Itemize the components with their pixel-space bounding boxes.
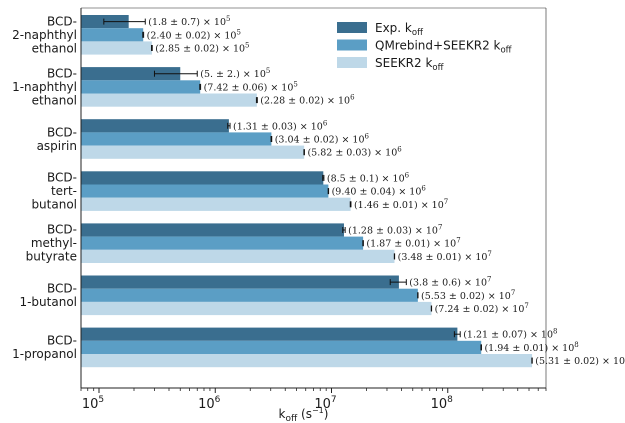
category-label-6-line-1: BCD-: [47, 282, 77, 296]
category-label-4-line-3: butanol: [31, 198, 77, 212]
bar-1-3: [81, 119, 229, 133]
value-label-1-7: (1.21 ± 0.07) × 108: [463, 328, 557, 341]
value-label-2-2: (7.42 ± 0.06) × 105: [204, 80, 298, 93]
category-label-1-line-2: 2-naphthyl: [12, 28, 77, 42]
category-label-5-line-3: butyrate: [26, 250, 77, 264]
value-label-3-6: (7.24 ± 0.02) × 107: [435, 302, 529, 315]
bar-2-7: [81, 340, 482, 354]
legend-label-1: Exp. koff: [375, 21, 424, 38]
value-label-3-1: (2.85 ± 0.02) × 105: [155, 42, 249, 55]
category-label-3-line-2: aspirin: [37, 139, 77, 153]
value-label-2-3: (3.04 ± 0.02) × 106: [275, 133, 370, 146]
category-label-1-line-3: ethanol: [32, 41, 77, 55]
category-label-6-line-2: 1-butanol: [19, 295, 77, 309]
bar-2-5: [81, 236, 364, 250]
bar-1-2: [81, 67, 181, 81]
x-tick-label-1: 105: [82, 395, 104, 412]
value-label-1-2: (5. ± 2.) × 105: [200, 67, 270, 80]
bar-3-4: [81, 197, 351, 211]
category-label-5-line-2: methyl-: [31, 236, 77, 250]
value-label-2-6: (5.53 ± 0.02) × 107: [421, 289, 515, 302]
value-label-3-7: (5.31 ± 0.02) × 108: [535, 354, 625, 367]
bar-3-2: [81, 93, 257, 107]
value-label-1-3: (1.31 ± 0.03) × 106: [233, 119, 328, 132]
category-label-4-line-1: BCD-: [47, 171, 77, 185]
value-label-3-4: (1.46 ± 0.01) × 107: [354, 198, 448, 211]
value-label-1-5: (1.28 ± 0.03) × 107: [348, 224, 442, 237]
value-label-2-7: (1.94 ± 0.01) × 108: [484, 341, 578, 354]
x-tick-label-3: 107: [314, 395, 336, 412]
category-label-2-line-3: ethanol: [32, 93, 77, 107]
bar-3-1: [81, 41, 152, 55]
category-label-4-line-2: tert-: [51, 184, 77, 198]
x-tick-label-4: 108: [431, 395, 454, 412]
legend-swatch-3: [337, 57, 367, 68]
value-label-3-5: (3.48 ± 0.01) × 107: [398, 250, 492, 263]
value-label-2-1: (2.40 ± 0.02) × 105: [147, 28, 241, 41]
bar-2-1: [81, 28, 144, 42]
x-tick-label-2: 106: [198, 395, 221, 412]
value-label-2-4: (9.40 ± 0.04) × 106: [332, 185, 427, 198]
value-label-3-3: (5.82 ± 0.03) × 106: [307, 146, 402, 159]
category-label-2-line-1: BCD-: [47, 66, 77, 80]
value-label-1-4: (8.5 ± 0.1) × 106: [327, 171, 410, 184]
category-label-2-line-2: 1-naphthyl: [12, 80, 77, 94]
legend-swatch-1: [337, 22, 367, 33]
bar-3-3: [81, 145, 305, 159]
x-axis-label: koff (s−1): [279, 406, 329, 423]
bar-2-3: [81, 132, 272, 146]
legend-swatch-2: [337, 39, 367, 51]
bar-1-7: [81, 327, 458, 341]
category-label-7-line-1: BCD-: [47, 334, 77, 348]
bar-1-5: [81, 223, 344, 237]
bar-3-5: [81, 249, 395, 263]
category-label-3-line-1: BCD-: [47, 125, 77, 139]
bar-2-4: [81, 184, 329, 198]
bar-1-6: [81, 275, 399, 289]
bar-2-6: [81, 288, 418, 302]
value-label-1-6: (3.8 ± 0.6) × 107: [409, 276, 491, 289]
category-label-1-line-1: BCD-: [47, 14, 77, 28]
bar-3-7: [81, 354, 533, 368]
value-label-2-5: (1.87 ± 0.01) × 107: [366, 237, 460, 250]
value-label-1-1: (1.8 ± 0.7) × 105: [148, 15, 230, 28]
bar-3-6: [81, 301, 432, 316]
bar-1-4: [81, 171, 324, 185]
bar-2-2: [81, 80, 201, 94]
value-label-3-2: (2.28 ± 0.02) × 106: [260, 94, 355, 107]
category-label-7-line-2: 1-propanol: [12, 347, 77, 361]
legend-label-2: QMrebind+SEEKR2 koff: [375, 39, 513, 56]
legend-label-3: SEEKR2 koff: [375, 56, 445, 73]
category-label-5-line-1: BCD-: [47, 223, 77, 237]
